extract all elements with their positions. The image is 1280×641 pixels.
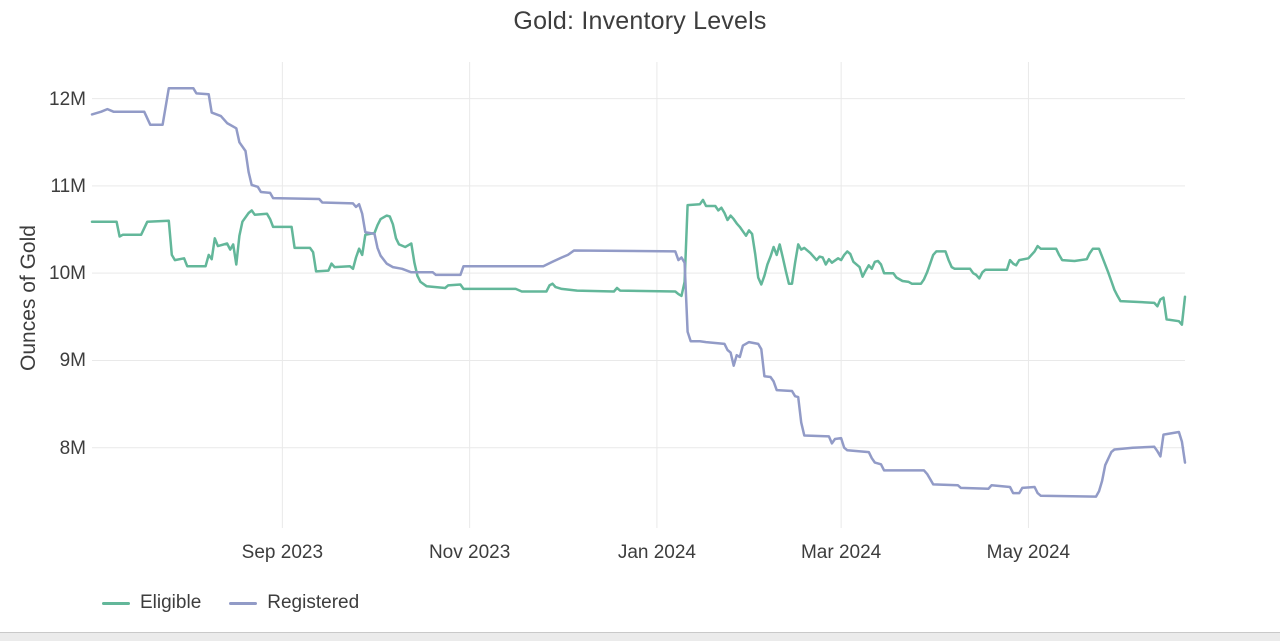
eligible-series-line[interactable] [90,198,1187,326]
legend-label-registered: Registered [267,592,360,613]
y-tick-label-9M: 9M [59,350,86,372]
chart-title: Gold: Inventory Levels [513,7,767,35]
legend-label-eligible: Eligible [140,592,202,613]
registered-line-swatch-icon [229,601,258,605]
legend: Eligible Registered [102,592,359,614]
x-tick-label-mar-2024: Mar 2024 [800,542,882,563]
x-tick-label-nov-2023: Nov 2023 [428,542,511,563]
legend-item-registered[interactable]: Registered [229,592,359,614]
eligible-line-swatch-icon [102,601,130,605]
y-tick-label-10M: 10M [49,263,86,285]
legend-item-eligible[interactable]: Eligible [102,592,201,614]
gridlines [92,62,1185,528]
x-tick-label-may-2024: May 2024 [986,542,1071,563]
window-bottom-edge [0,632,1280,641]
x-tick-label-sep-2023: Sep 2023 [241,542,324,563]
y-tick-label-12M: 12M [49,88,86,110]
x-tick-label-jan-2024: Jan 2024 [617,542,696,563]
y-tick-label-11M: 11M [50,175,86,197]
registered-series-line[interactable] [90,86,1187,498]
y-tick-label-8M: 8M [59,437,86,459]
plot-area[interactable] [0,0,1280,575]
